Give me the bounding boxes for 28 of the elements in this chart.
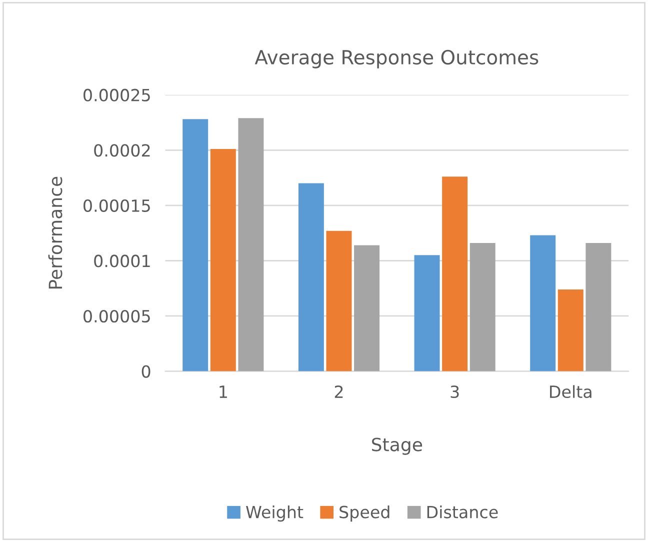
bar [586,243,612,372]
bar [558,289,584,372]
bar [414,255,440,372]
bar [470,243,496,372]
x-tick-label: 1 [220,386,227,398]
chart-title: Average Response Outcomes [254,50,538,68]
bar [182,119,208,372]
y-axis-title: Performance [48,176,62,288]
x-axis-title: Stage [372,438,422,455]
bar [326,230,352,372]
y-tick-label: 0.00005 [84,310,150,323]
x-tick-label: 2 [334,385,343,398]
y-tick-label: 0.0001 [94,254,150,268]
bar [354,245,380,372]
y-tick-label: 0 [142,365,150,378]
y-tick-label: 0.00025 [84,88,150,102]
bar [442,176,468,372]
legend-label: Speed [340,505,390,522]
y-tick-label: 0.0002 [94,144,150,157]
x-tick-label: 3 [450,385,459,398]
x-tick-label: Delta [550,385,592,398]
legend-label: Weight [246,505,304,522]
bar [530,235,556,372]
y-tick-label: 0.00015 [84,199,150,212]
legend-label: Distance [427,505,498,518]
bar [238,118,264,372]
bar [210,149,236,372]
bar [298,183,324,372]
